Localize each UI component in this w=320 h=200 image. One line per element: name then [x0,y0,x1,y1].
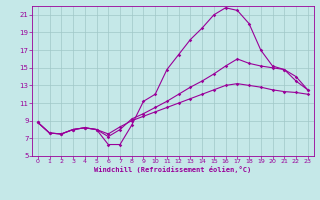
X-axis label: Windchill (Refroidissement éolien,°C): Windchill (Refroidissement éolien,°C) [94,166,252,173]
